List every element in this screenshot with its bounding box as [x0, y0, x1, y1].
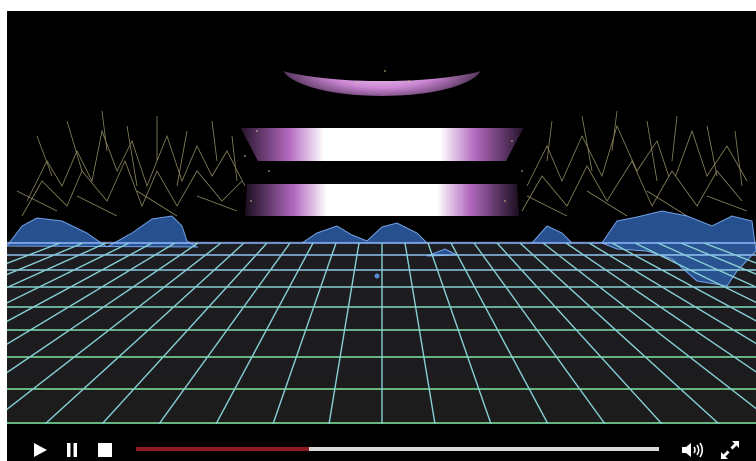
fullscreen-icon: [721, 441, 739, 459]
pause-icon: [67, 443, 77, 457]
video-player[interactable]: [7, 11, 756, 461]
progress-bar[interactable]: [136, 447, 659, 451]
player-controls: [7, 437, 756, 461]
progress-fill: [136, 447, 309, 451]
volume-icon: [682, 442, 704, 458]
volume-button[interactable]: [681, 441, 705, 459]
stop-icon: [98, 443, 112, 457]
video-frame[interactable]: [7, 11, 756, 424]
progress-buffer: [136, 447, 659, 451]
play-button[interactable]: [32, 442, 48, 458]
play-icon: [34, 443, 47, 457]
tower-bands: [182, 106, 582, 216]
grid-lines: [7, 242, 756, 424]
fullscreen-button[interactable]: [720, 440, 740, 460]
right-tree-wireframe: [521, 110, 748, 217]
grid-marker: [374, 273, 380, 279]
pause-button[interactable]: [65, 442, 79, 458]
left-tree-wireframe: [16, 110, 246, 217]
mountains-wireframe: [7, 210, 756, 287]
stop-button[interactable]: [97, 442, 113, 458]
sparkles: [244, 70, 523, 202]
synthwave-scene: [7, 11, 756, 424]
